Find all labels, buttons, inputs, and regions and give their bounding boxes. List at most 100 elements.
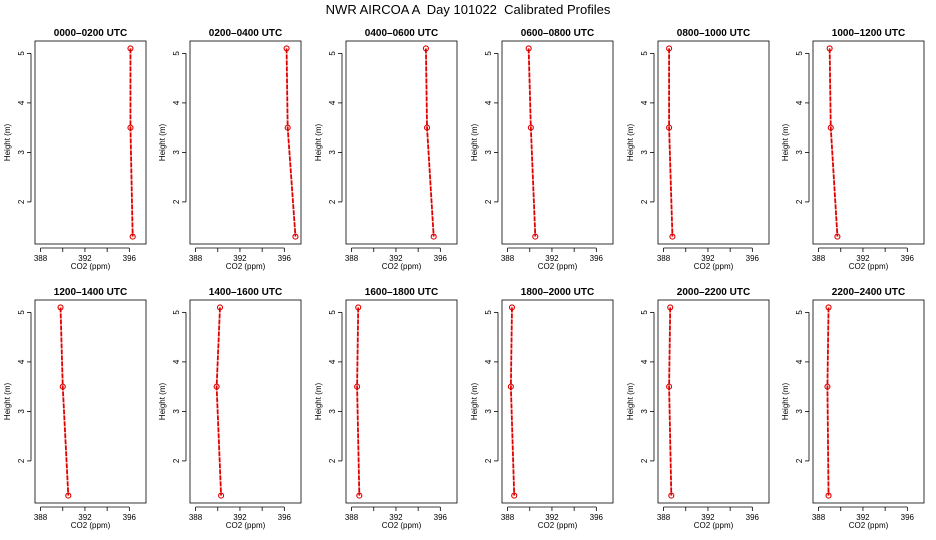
data-point [57,304,64,311]
data-point [824,383,831,390]
panel-title: 1200–1400 UTC [54,287,127,298]
data-point [129,233,136,240]
y-tick-label: 2 [17,199,26,204]
data-point [127,45,134,52]
y-axis-label: Height (m) [781,123,790,161]
data-point [356,492,363,499]
data-point [283,45,290,52]
y-tick-label: 5 [172,310,181,315]
panel-title: 2000–2200 UTC [677,287,750,298]
data-point [65,492,72,499]
plot-frame [501,299,614,504]
data-point [423,124,431,131]
y-tick-label: 2 [640,199,649,204]
plot-frame [501,40,614,245]
data-point [666,124,673,131]
y-tick-label: 3 [484,150,493,155]
plot-frame [345,40,458,245]
x-axis-label: CO2 (ppm) [71,521,111,530]
data-point [666,383,673,390]
y-tick-label: 4 [640,100,649,105]
y-tick-label: 4 [17,359,26,364]
data-point [834,233,841,240]
x-tick-label: 392 [389,254,403,263]
x-tick-label: 388 [189,254,203,263]
profile-line [285,48,297,237]
y-tick-label: 5 [484,51,493,56]
y-axis-label: Height (m) [470,382,479,420]
y-tick-label: 4 [172,100,181,105]
panel-title: 0400–0600 UTC [365,28,438,39]
x-tick-label: 392 [233,513,247,522]
y-tick-label: 4 [795,100,804,105]
x-tick-label: 388 [657,513,671,522]
data-point [511,492,518,499]
profile-line [356,307,361,496]
y-tick-label: 5 [795,51,804,56]
y-tick-label: 2 [17,458,26,463]
y-tick-label: 3 [328,409,337,414]
x-tick-label: 392 [856,513,870,522]
data-point [669,233,676,240]
x-tick-label: 392 [78,513,92,522]
data-point [508,304,516,311]
profile-line [668,307,673,496]
data-point [216,304,224,311]
data-point [422,45,429,52]
y-axis-label: Height (m) [3,123,12,161]
panel-title: 0200–0400 UTC [209,28,282,39]
x-axis-label: CO2 (ppm) [226,521,266,530]
y-tick-label: 4 [640,359,649,364]
profile-panel: 0600–0800 UTC 388 392 396 CO2 (ppm) 2 3 4 5 Heigh… [470,28,614,271]
y-tick-label: 4 [17,100,26,105]
profile-panel: 1800–2000 UTC 388 392 396 CO2 (ppm) 2 3 4 5 Heigh… [470,287,614,530]
y-tick-label: 2 [172,458,181,463]
x-tick-label: 392 [233,254,247,263]
x-tick-label: 392 [545,254,559,263]
panel-title: 0600–0800 UTC [521,28,594,39]
profile-panel: 1200–1400 UTC 388 392 396 CO2 (ppm) 2 3 4 5 Heigh… [3,287,147,530]
panel-title: 1000–1200 UTC [832,28,905,39]
y-axis-label: Height (m) [314,123,323,161]
profile-line [509,307,516,496]
x-tick-label: 396 [123,513,137,522]
x-tick-label: 396 [901,254,915,263]
x-tick-label: 388 [501,254,515,263]
profile-line [215,307,222,496]
plot-frame [657,299,770,504]
plot-frame [345,299,458,504]
y-tick-label: 2 [328,458,337,463]
y-tick-label: 5 [795,310,804,315]
x-tick-label: 396 [746,254,760,263]
profile-panel: 1400–1600 UTC 388 392 396 CO2 (ppm) 2 3 4 5 Heigh… [158,287,302,530]
data-point [668,492,675,499]
data-point [666,45,673,52]
y-axis-label: Height (m) [3,382,12,420]
plot-frame [657,40,770,245]
y-tick-label: 3 [640,150,649,155]
y-axis-label: Height (m) [626,123,635,161]
profile-panel: 0200–0400 UTC 388 392 396 CO2 (ppm) 2 3 4 5 Heigh… [158,28,302,271]
x-tick-label: 388 [812,254,826,263]
profile-panel: 1000–1200 UTC 388 392 396 CO2 (ppm) 2 3 4 5 Heigh… [781,28,925,271]
plot-frame [812,299,925,504]
plot-frame [189,40,302,245]
panel-title: 1600–1800 UTC [365,287,438,298]
x-axis-label: CO2 (ppm) [71,262,111,271]
y-tick-label: 5 [17,310,26,315]
x-tick-label: 396 [278,254,292,263]
x-tick-label: 396 [590,513,604,522]
y-tick-label: 3 [795,150,804,155]
x-axis-label: CO2 (ppm) [849,262,889,271]
data-point [827,124,834,131]
profile-panel: 2200–2400 UTC 388 392 396 CO2 (ppm) 2 3 4 5 Heigh… [781,287,925,530]
profile-line [425,48,435,237]
x-axis-label: CO2 (ppm) [538,521,578,530]
y-tick-label: 3 [17,409,26,414]
plot-frame [34,299,147,504]
y-axis-label: Height (m) [158,382,167,420]
x-tick-label: 396 [901,513,915,522]
x-tick-label: 388 [501,513,515,522]
y-tick-label: 3 [795,409,804,414]
